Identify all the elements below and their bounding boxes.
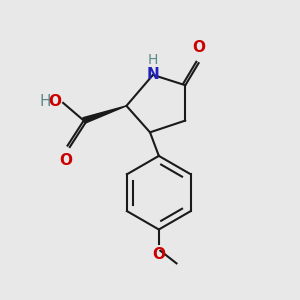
Text: O: O	[192, 40, 205, 55]
Text: O: O	[49, 94, 62, 109]
Text: N: N	[147, 68, 159, 82]
Text: O: O	[60, 153, 73, 168]
Polygon shape	[83, 106, 126, 123]
Text: O: O	[152, 247, 165, 262]
Text: H: H	[39, 94, 51, 109]
Text: H: H	[148, 53, 158, 67]
